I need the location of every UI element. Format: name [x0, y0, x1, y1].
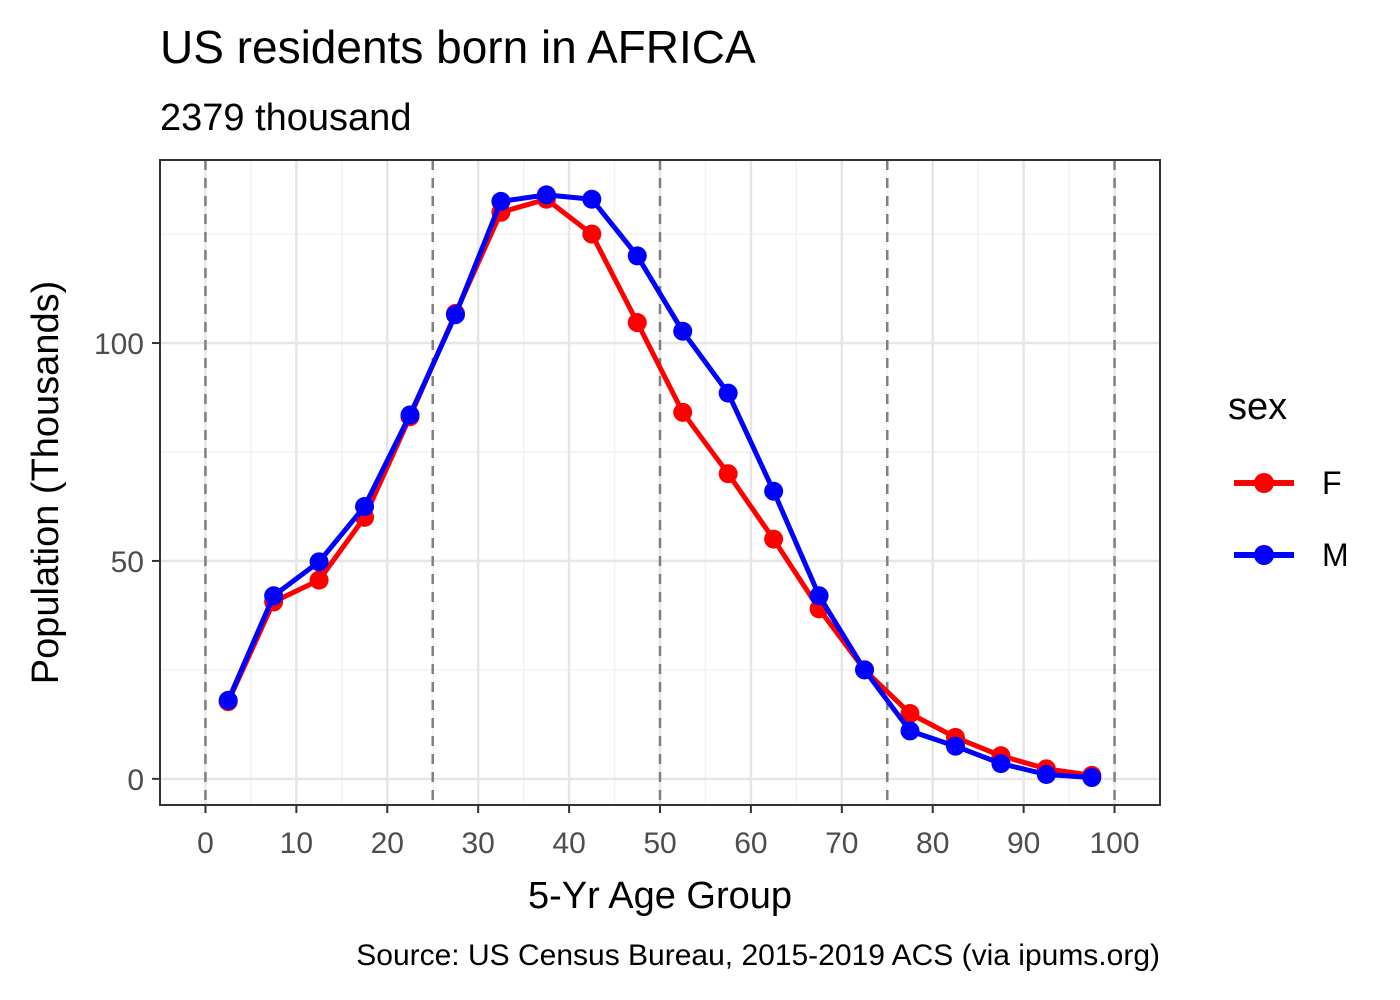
- y-tick-label: 50: [111, 546, 144, 579]
- y-axis-title: Population (Thousands): [25, 281, 67, 684]
- x-axis-title: 5-Yr Age Group: [528, 875, 792, 917]
- data-point-f: [582, 224, 602, 244]
- chart-title: US residents born in AFRICA: [160, 21, 756, 73]
- x-tick-label: 50: [643, 827, 676, 860]
- data-point-m: [764, 481, 784, 501]
- source-caption: Source: US Census Bureau, 2015-2019 ACS …: [356, 939, 1160, 972]
- data-point-f: [718, 464, 738, 484]
- legend-item-f: F: [1228, 458, 1388, 508]
- chart-subtitle: 2379 thousand: [160, 97, 412, 139]
- data-point-m: [855, 660, 875, 680]
- x-tick-label: 60: [734, 827, 767, 860]
- x-tick-label: 100: [1090, 827, 1140, 860]
- x-tick-label: 40: [552, 827, 585, 860]
- y-tick-label: 100: [94, 328, 144, 361]
- y-axis: 0 50 100: [94, 328, 160, 797]
- x-axis: 0 10 20 30 40 50 60 70 80 90 100: [197, 805, 1140, 860]
- x-tick-label: 90: [1007, 827, 1040, 860]
- x-tick-label: 10: [280, 827, 313, 860]
- x-tick-label: 80: [916, 827, 949, 860]
- x-tick-label: 20: [371, 827, 404, 860]
- data-point-m: [945, 736, 965, 756]
- y-tick-label: 0: [127, 764, 144, 797]
- data-point-m: [718, 383, 738, 403]
- data-point-m: [536, 185, 556, 205]
- data-point-m: [900, 721, 920, 741]
- data-point-m: [445, 305, 465, 325]
- data-point-m: [264, 586, 284, 606]
- data-point-f: [764, 529, 784, 549]
- data-point-m: [491, 191, 511, 211]
- legend-label-m: M: [1322, 537, 1349, 573]
- legend-title: sex: [1228, 386, 1288, 428]
- data-point-m: [1082, 768, 1102, 788]
- data-point-m: [1036, 764, 1056, 784]
- data-point-m: [355, 496, 375, 516]
- legend-item-m: M: [1228, 530, 1388, 580]
- series-m: [218, 185, 1102, 788]
- x-tick-label: 0: [197, 827, 214, 860]
- legend-label-f: F: [1322, 465, 1342, 501]
- data-point-f: [900, 703, 920, 723]
- x-tick-label: 30: [461, 827, 494, 860]
- data-point-f: [673, 402, 693, 422]
- data-point-m: [627, 246, 647, 266]
- data-point-m: [582, 189, 602, 209]
- data-point-m: [309, 552, 329, 572]
- data-point-m: [809, 586, 829, 606]
- legend-key-m: [1228, 530, 1300, 580]
- data-point-m: [218, 690, 238, 710]
- x-tick-label: 70: [825, 827, 858, 860]
- data-point-f: [309, 570, 329, 590]
- data-point-m: [673, 321, 693, 341]
- data-point-m: [991, 754, 1011, 774]
- legend-key-f: [1228, 458, 1300, 508]
- data-point-f: [627, 313, 647, 333]
- data-point-m: [400, 405, 420, 425]
